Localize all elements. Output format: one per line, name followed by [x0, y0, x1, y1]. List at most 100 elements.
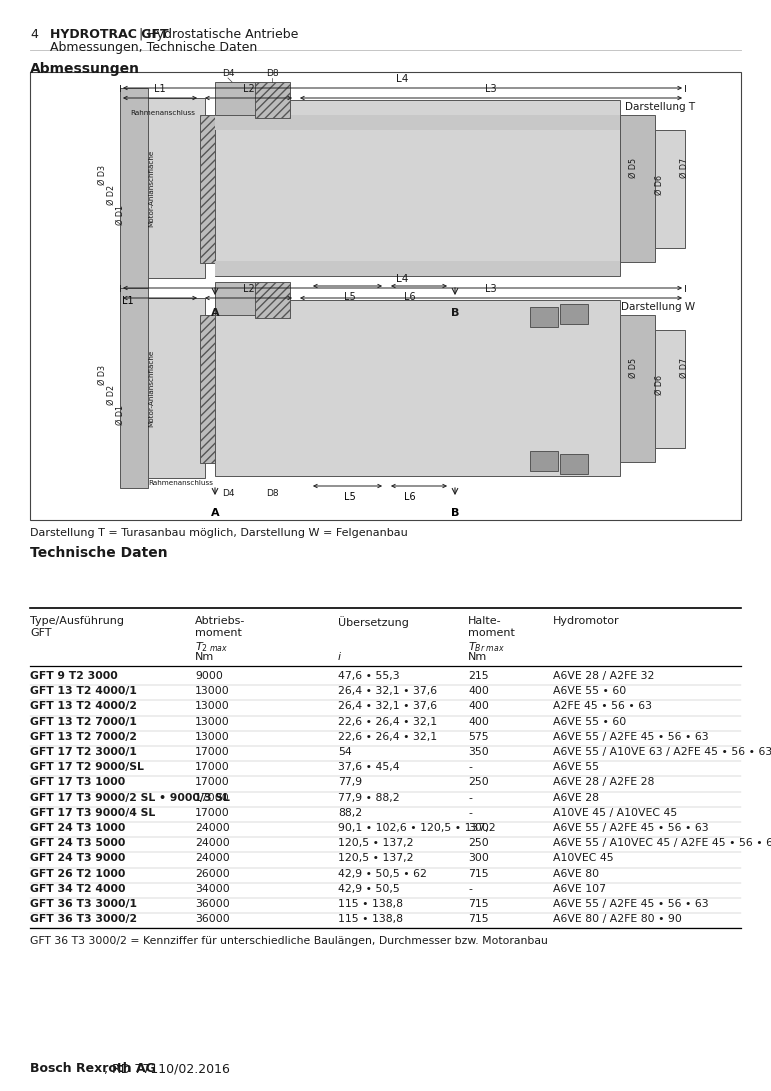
- Text: A6VE 55 / A10VE 63 / A2FE 45 • 56 • 63: A6VE 55 / A10VE 63 / A2FE 45 • 56 • 63: [553, 747, 771, 757]
- Text: Ø D3: Ø D3: [98, 165, 107, 185]
- Text: Rahmenanschluss: Rahmenanschluss: [148, 480, 213, 485]
- Text: GFT 13 T2 7000/1: GFT 13 T2 7000/1: [30, 717, 137, 727]
- Text: 34000: 34000: [195, 884, 230, 894]
- Text: 400: 400: [468, 686, 489, 696]
- Text: 250: 250: [468, 778, 489, 788]
- Text: 47,6 • 55,3: 47,6 • 55,3: [338, 671, 399, 681]
- Text: Ø D2: Ø D2: [107, 185, 116, 205]
- Bar: [200, 115, 215, 263]
- Text: GFT 36 T3 3000/2: GFT 36 T3 3000/2: [30, 914, 137, 924]
- Text: L1: L1: [122, 296, 134, 305]
- Text: 24000: 24000: [195, 838, 230, 848]
- Text: $T_{2\ max}$: $T_{2\ max}$: [195, 640, 228, 654]
- Bar: [215, 281, 260, 315]
- Bar: [655, 130, 685, 248]
- Text: moment: moment: [468, 628, 515, 638]
- Bar: [620, 315, 655, 461]
- Text: moment: moment: [195, 628, 242, 638]
- Bar: [560, 304, 588, 324]
- Text: B: B: [451, 508, 460, 518]
- Text: Abmessungen: Abmessungen: [30, 62, 140, 76]
- Text: 90,1 • 102,6 • 120,5 • 137,2: 90,1 • 102,6 • 120,5 • 137,2: [338, 823, 496, 834]
- Text: Motor-Anlanschfläche: Motor-Anlanschfläche: [148, 149, 154, 227]
- Text: A10VE 45 / A10VEC 45: A10VE 45 / A10VEC 45: [553, 807, 677, 818]
- Text: D8: D8: [266, 69, 278, 77]
- Text: 715: 715: [468, 868, 489, 878]
- Bar: [215, 261, 620, 276]
- Bar: [255, 82, 290, 118]
- Text: -: -: [468, 763, 472, 772]
- Text: L5: L5: [344, 292, 356, 302]
- Text: 715: 715: [468, 914, 489, 924]
- Bar: [655, 329, 685, 448]
- Text: D4: D4: [222, 69, 234, 77]
- Text: Ø D7: Ø D7: [680, 358, 689, 379]
- Text: A6VE 55 • 60: A6VE 55 • 60: [553, 686, 626, 696]
- Text: Technische Daten: Technische Daten: [30, 546, 167, 560]
- Bar: [215, 100, 620, 276]
- Text: A6VE 28 / A2FE 32: A6VE 28 / A2FE 32: [553, 671, 655, 681]
- Text: GFT: GFT: [30, 628, 52, 638]
- Text: 22,6 • 26,4 • 32,1: 22,6 • 26,4 • 32,1: [338, 732, 437, 742]
- Text: 24000: 24000: [195, 823, 230, 834]
- Text: 350: 350: [468, 747, 489, 757]
- Text: Halte-: Halte-: [468, 616, 502, 626]
- Text: GFT 24 T3 1000: GFT 24 T3 1000: [30, 823, 126, 834]
- Text: Abtriebs-: Abtriebs-: [195, 616, 245, 626]
- Bar: [145, 298, 205, 478]
- Text: 4: 4: [30, 28, 38, 41]
- Text: -: -: [468, 792, 472, 803]
- Text: Abmessungen, Technische Daten: Abmessungen, Technische Daten: [50, 41, 258, 53]
- Text: Ø D5: Ø D5: [629, 358, 638, 379]
- Text: 42,9 • 50,5 • 62: 42,9 • 50,5 • 62: [338, 868, 427, 878]
- Text: Nm: Nm: [195, 652, 214, 662]
- Text: GFT 13 T2 7000/2: GFT 13 T2 7000/2: [30, 732, 137, 742]
- Text: GFT 17 T3 9000/4 SL: GFT 17 T3 9000/4 SL: [30, 807, 155, 818]
- Text: L6: L6: [404, 492, 416, 502]
- Text: GFT 26 T2 1000: GFT 26 T2 1000: [30, 868, 126, 878]
- Text: L2: L2: [243, 284, 254, 293]
- Text: 13000: 13000: [195, 702, 230, 711]
- Text: A: A: [210, 508, 219, 518]
- Text: GFT 17 T2 3000/1: GFT 17 T2 3000/1: [30, 747, 137, 757]
- Text: GFT 17 T3 1000: GFT 17 T3 1000: [30, 778, 125, 788]
- Text: 250: 250: [468, 838, 489, 848]
- Text: B: B: [451, 308, 460, 317]
- Text: Ø D2: Ø D2: [107, 385, 116, 405]
- Text: , RD 77110/02.2016: , RD 77110/02.2016: [104, 1062, 230, 1075]
- Text: 300: 300: [468, 853, 489, 863]
- Text: A6VE 55: A6VE 55: [553, 763, 599, 772]
- Text: 36000: 36000: [195, 914, 230, 924]
- Text: 120,5 • 137,2: 120,5 • 137,2: [338, 853, 413, 863]
- Bar: [215, 300, 620, 476]
- Text: L5: L5: [344, 492, 356, 502]
- Bar: [30, 72, 741, 520]
- Text: A6VE 80: A6VE 80: [553, 868, 599, 878]
- Text: A6VE 55 / A10VEC 45 / A2FE 45 • 56 • 63: A6VE 55 / A10VEC 45 / A2FE 45 • 56 • 63: [553, 838, 771, 848]
- Text: 400: 400: [468, 702, 489, 711]
- Bar: [530, 451, 558, 471]
- Text: GFT 13 T2 4000/2: GFT 13 T2 4000/2: [30, 702, 137, 711]
- Text: | Hydrostatische Antriebe: | Hydrostatische Antriebe: [135, 28, 298, 41]
- Text: L3: L3: [485, 284, 497, 293]
- Text: 115 • 138,8: 115 • 138,8: [338, 914, 403, 924]
- Text: 37,6 • 45,4: 37,6 • 45,4: [338, 763, 399, 772]
- Text: 13000: 13000: [195, 732, 230, 742]
- Bar: [215, 115, 620, 130]
- Text: A6VE 28 / A2FE 28: A6VE 28 / A2FE 28: [553, 778, 655, 788]
- Text: Motor-Anlanschfläche: Motor-Anlanschfläche: [148, 349, 154, 427]
- Bar: [255, 281, 290, 317]
- Text: A6VE 55 • 60: A6VE 55 • 60: [553, 717, 626, 727]
- Text: 26,4 • 32,1 • 37,6: 26,4 • 32,1 • 37,6: [338, 702, 437, 711]
- Text: Type/Ausführung: Type/Ausführung: [30, 616, 124, 626]
- Bar: [560, 454, 588, 473]
- Text: L4: L4: [396, 74, 409, 84]
- Text: Darstellung W: Darstellung W: [621, 302, 695, 312]
- Text: -: -: [468, 884, 472, 894]
- Text: 26,4 • 32,1 • 37,6: 26,4 • 32,1 • 37,6: [338, 686, 437, 696]
- Text: 400: 400: [468, 717, 489, 727]
- Bar: [120, 88, 148, 288]
- Text: 88,2: 88,2: [338, 807, 362, 818]
- Text: 17000: 17000: [195, 778, 230, 788]
- Text: L6: L6: [404, 292, 416, 302]
